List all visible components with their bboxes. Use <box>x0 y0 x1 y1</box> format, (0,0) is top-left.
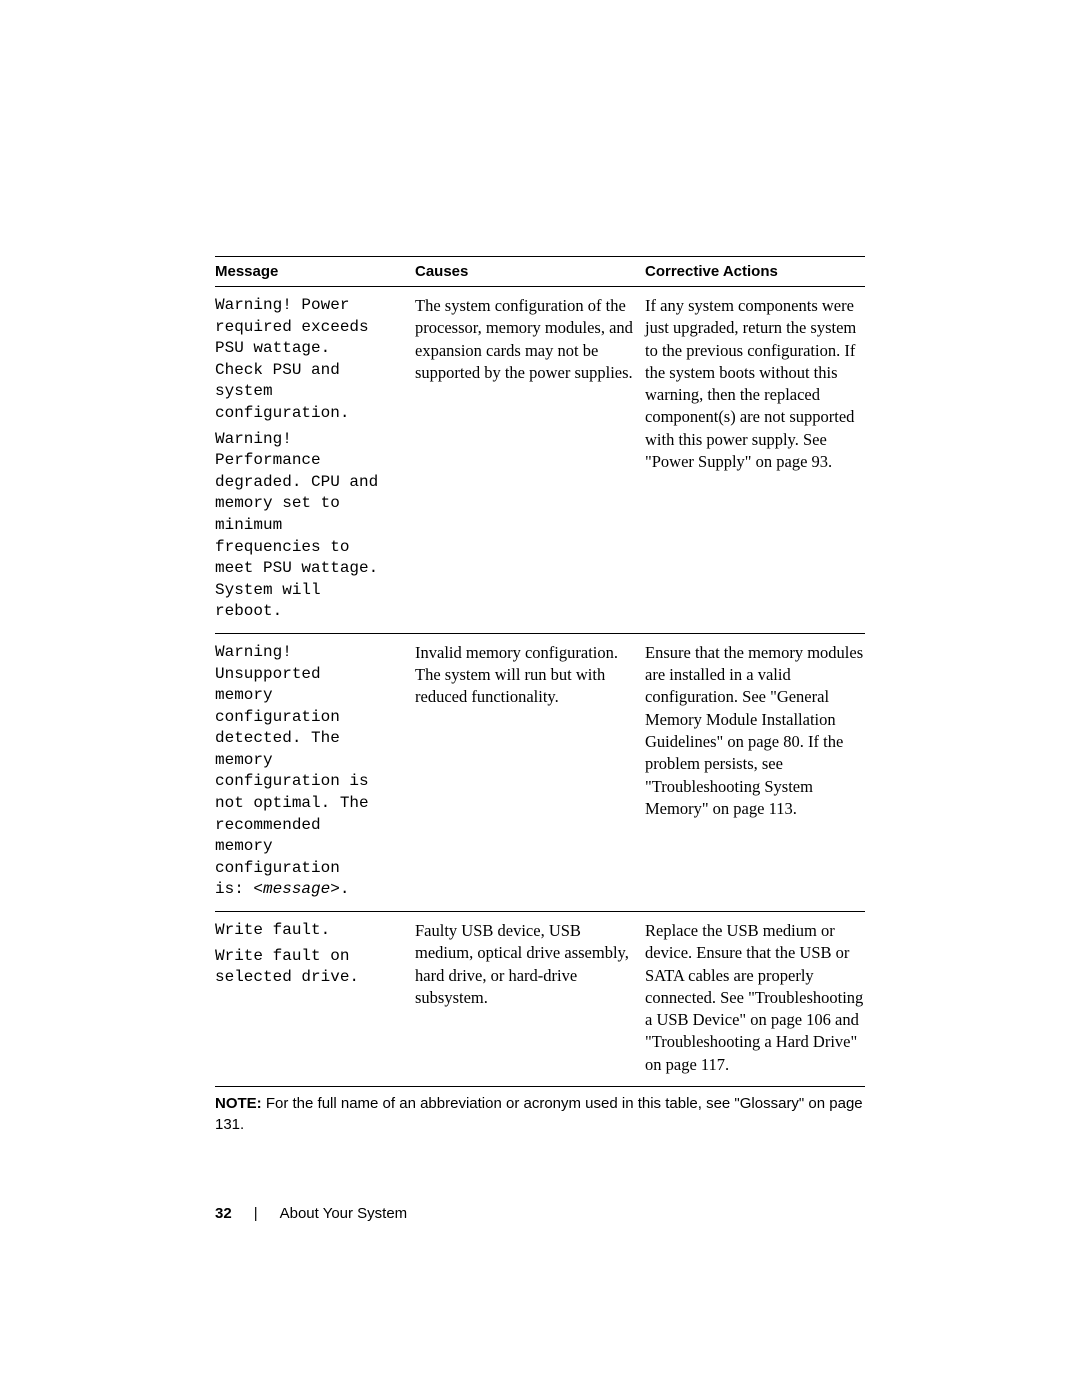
message-cell: Write fault. Write fault on selected dri… <box>215 920 415 1076</box>
actions-cell: If any system components were just upgra… <box>645 295 865 623</box>
actions-cell: Replace the USB medium or device. Ensure… <box>645 920 865 1076</box>
causes-cell: The system configuration of the processo… <box>415 295 645 623</box>
note-section: NOTE: For the full name of an abbreviati… <box>215 1093 865 1135</box>
table-row: Write fault. Write fault on selected dri… <box>215 912 865 1087</box>
table-row: Warning! Unsupported memory configuratio… <box>215 634 865 912</box>
footer-divider: | <box>254 1205 258 1222</box>
messages-table: Message Causes Corrective Actions Warnin… <box>215 256 865 1087</box>
message-text: Warning! Power required exceeds PSU watt… <box>215 295 405 425</box>
page-footer: 32 | About Your System <box>215 1205 407 1222</box>
actions-cell: Ensure that the memory modules are insta… <box>645 642 865 901</box>
footer-section-title: About Your System <box>280 1205 408 1222</box>
message-text: Warning! Unsupported memory configuratio… <box>215 642 405 901</box>
table-header-row: Message Causes Corrective Actions <box>215 256 865 287</box>
message-cell: Warning! Power required exceeds PSU watt… <box>215 295 415 623</box>
table-row: Warning! Power required exceeds PSU watt… <box>215 287 865 634</box>
page-content: Message Causes Corrective Actions Warnin… <box>215 256 865 1135</box>
message-variable: <message> <box>253 880 339 898</box>
note-text: For the full name of an abbreviation or … <box>215 1095 863 1133</box>
causes-cell: Faulty USB device, USB medium, optical d… <box>415 920 645 1076</box>
header-causes: Causes <box>415 263 645 280</box>
page-number: 32 <box>215 1205 232 1222</box>
message-text: Write fault. <box>215 920 405 942</box>
causes-cell: Invalid memory configuration. The system… <box>415 642 645 901</box>
header-actions: Corrective Actions <box>645 263 865 280</box>
note-label: NOTE: <box>215 1095 262 1112</box>
message-cell: Warning! Unsupported memory configuratio… <box>215 642 415 901</box>
message-text: Warning! Performance degraded. CPU and m… <box>215 429 405 623</box>
header-message: Message <box>215 263 415 280</box>
message-text: Write fault on selected drive. <box>215 946 405 989</box>
